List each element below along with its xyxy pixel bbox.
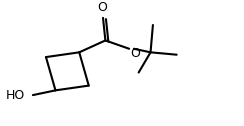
Text: O: O [130,47,140,60]
Text: HO: HO [5,89,25,102]
Text: O: O [97,1,107,14]
